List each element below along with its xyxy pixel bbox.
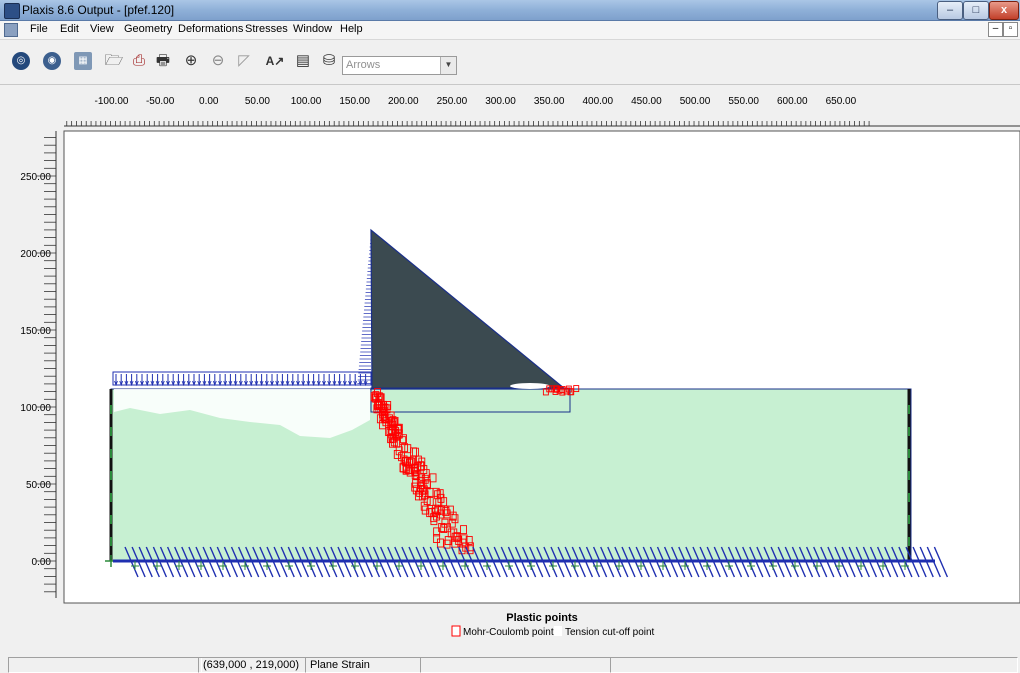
document-icon[interactable] <box>4 23 18 37</box>
mdi-restore-button[interactable]: ▫ <box>1003 22 1018 37</box>
legend-tension-label: Tension cut-off point <box>565 627 655 638</box>
y-axis-labels: 250.00 200.00 150.00 100.00 50.00 0.00 <box>20 172 51 568</box>
x-tick-label: 600.00 <box>777 96 808 107</box>
y-tick-label: 150.00 <box>20 326 51 337</box>
menu-stresses[interactable]: Stresses <box>245 23 288 35</box>
toolbar: ◎ ◉ ▦ 🗁 ⎙ 🖶 ⊕ ⊖ ◸ A↗ ▤ ⛁ Arrows ▼ <box>0 40 1020 85</box>
distributed-load-box <box>112 371 372 386</box>
menu-bar: File Edit View Geometry Deformations Str… <box>0 21 1020 40</box>
status-pane-4 <box>610 657 1018 673</box>
x-tick-label: -50.00 <box>146 96 175 107</box>
y-tick-label: 250.00 <box>20 172 51 183</box>
x-ruler <box>64 121 1020 127</box>
y-tick-label: 200.00 <box>20 249 51 260</box>
x-tick-label: -100.00 <box>95 96 129 107</box>
x-tick-label: 200.00 <box>388 96 419 107</box>
mohr-coulomb-points <box>370 385 580 555</box>
distributed-load-arrows <box>114 374 368 387</box>
mdi-minimize-button[interactable]: – <box>988 22 1003 37</box>
x-tick-label: 50.00 <box>245 96 270 107</box>
status-analysis-mode: Plane Strain <box>305 657 421 673</box>
base-fixity-hatch <box>124 546 949 578</box>
x-tick-label: 300.00 <box>485 96 516 107</box>
legend-mohr-label: Mohr-Coulomb point <box>463 627 554 638</box>
menu-view[interactable]: View <box>90 23 114 35</box>
export-icon[interactable]: ⎙ <box>132 52 145 69</box>
plot-canvas: -100.00 -50.00 0.00 50.00 100.00 150.00 200.00… <box>20 96 1020 638</box>
display-type-select[interactable]: Arrows ▼ <box>342 56 457 75</box>
x-tick-label: 250.00 <box>437 96 468 107</box>
window-title: Plaxis 8.6 Output - [pfef.120] <box>22 3 175 17</box>
display-type-value: Arrows <box>346 59 381 71</box>
table-icon[interactable]: ▤ <box>295 52 311 69</box>
open-icon[interactable]: 🗁 <box>104 52 124 69</box>
x-tick-label: 400.00 <box>582 96 613 107</box>
print-icon[interactable]: 🖶 <box>155 52 171 69</box>
menu-window[interactable]: Window <box>293 23 333 35</box>
x-tick-label: 0.00 <box>199 96 219 107</box>
x-tick-label: 450.00 <box>631 96 662 107</box>
plaxis-calc-icon[interactable]: ◉ <box>43 52 61 70</box>
status-coordinates: (639,000 , 219,000) <box>198 657 306 673</box>
water-pressure-arrows <box>357 239 371 384</box>
minimize-button[interactable]: ‒ <box>937 1 963 20</box>
x-tick-label: 100.00 <box>291 96 322 107</box>
legend-tension-swatch <box>554 626 562 636</box>
status-pane-empty <box>8 657 202 673</box>
plaxis-input-icon[interactable]: ◎ <box>12 52 30 70</box>
y-tick-label: 100.00 <box>20 403 51 414</box>
report-icon[interactable]: ⛁ <box>322 52 336 69</box>
close-button[interactable]: x <box>989 1 1019 20</box>
zoom-out-icon[interactable]: ⊖ <box>211 52 225 69</box>
side-fixity-markers <box>105 405 910 567</box>
chevron-down-icon[interactable]: ▼ <box>440 57 456 74</box>
x-axis-labels: -100.00 -50.00 0.00 50.00 100.00 150.00 200.00… <box>95 96 857 107</box>
app-icon <box>4 3 20 19</box>
label-icon[interactable]: A↗ <box>265 54 285 68</box>
menu-help[interactable]: Help <box>340 23 363 35</box>
window-titlebar: Plaxis 8.6 Output - [pfef.120] ‒ □ x <box>0 0 1020 21</box>
cross-section-icon[interactable]: ◸ <box>238 52 250 69</box>
menu-geometry[interactable]: Geometry <box>124 23 173 35</box>
menu-edit[interactable]: Edit <box>60 23 79 35</box>
y-ruler <box>36 131 57 598</box>
x-tick-label: 150.00 <box>339 96 370 107</box>
x-tick-label: 650.00 <box>826 96 857 107</box>
elastic-zone <box>114 389 370 438</box>
y-tick-label: 50.00 <box>26 480 51 491</box>
status-bar: (639,000 , 219,000) Plane Strain <box>0 656 1020 673</box>
y-tick-label: 0.00 <box>32 557 52 568</box>
menu-file[interactable]: File <box>30 23 48 35</box>
legend-mohr-swatch <box>451 625 461 637</box>
maximize-button[interactable]: □ <box>963 1 989 20</box>
plot-area: -100.00 -50.00 0.00 50.00 100.00 150.00 200.00… <box>8 86 1020 650</box>
zoom-in-icon[interactable]: ⊕ <box>184 52 198 69</box>
x-tick-label: 350.00 <box>534 96 565 107</box>
tension-zone <box>510 383 550 389</box>
plaxis-curves-icon[interactable]: ▦ <box>74 52 92 70</box>
x-tick-label: 550.00 <box>728 96 759 107</box>
x-tick-label: 500.00 <box>680 96 711 107</box>
dam-embankment <box>370 228 567 390</box>
legend-title: Plastic points <box>506 612 578 624</box>
status-pane-3 <box>420 657 611 673</box>
menu-deformations[interactable]: Deformations <box>178 23 244 35</box>
